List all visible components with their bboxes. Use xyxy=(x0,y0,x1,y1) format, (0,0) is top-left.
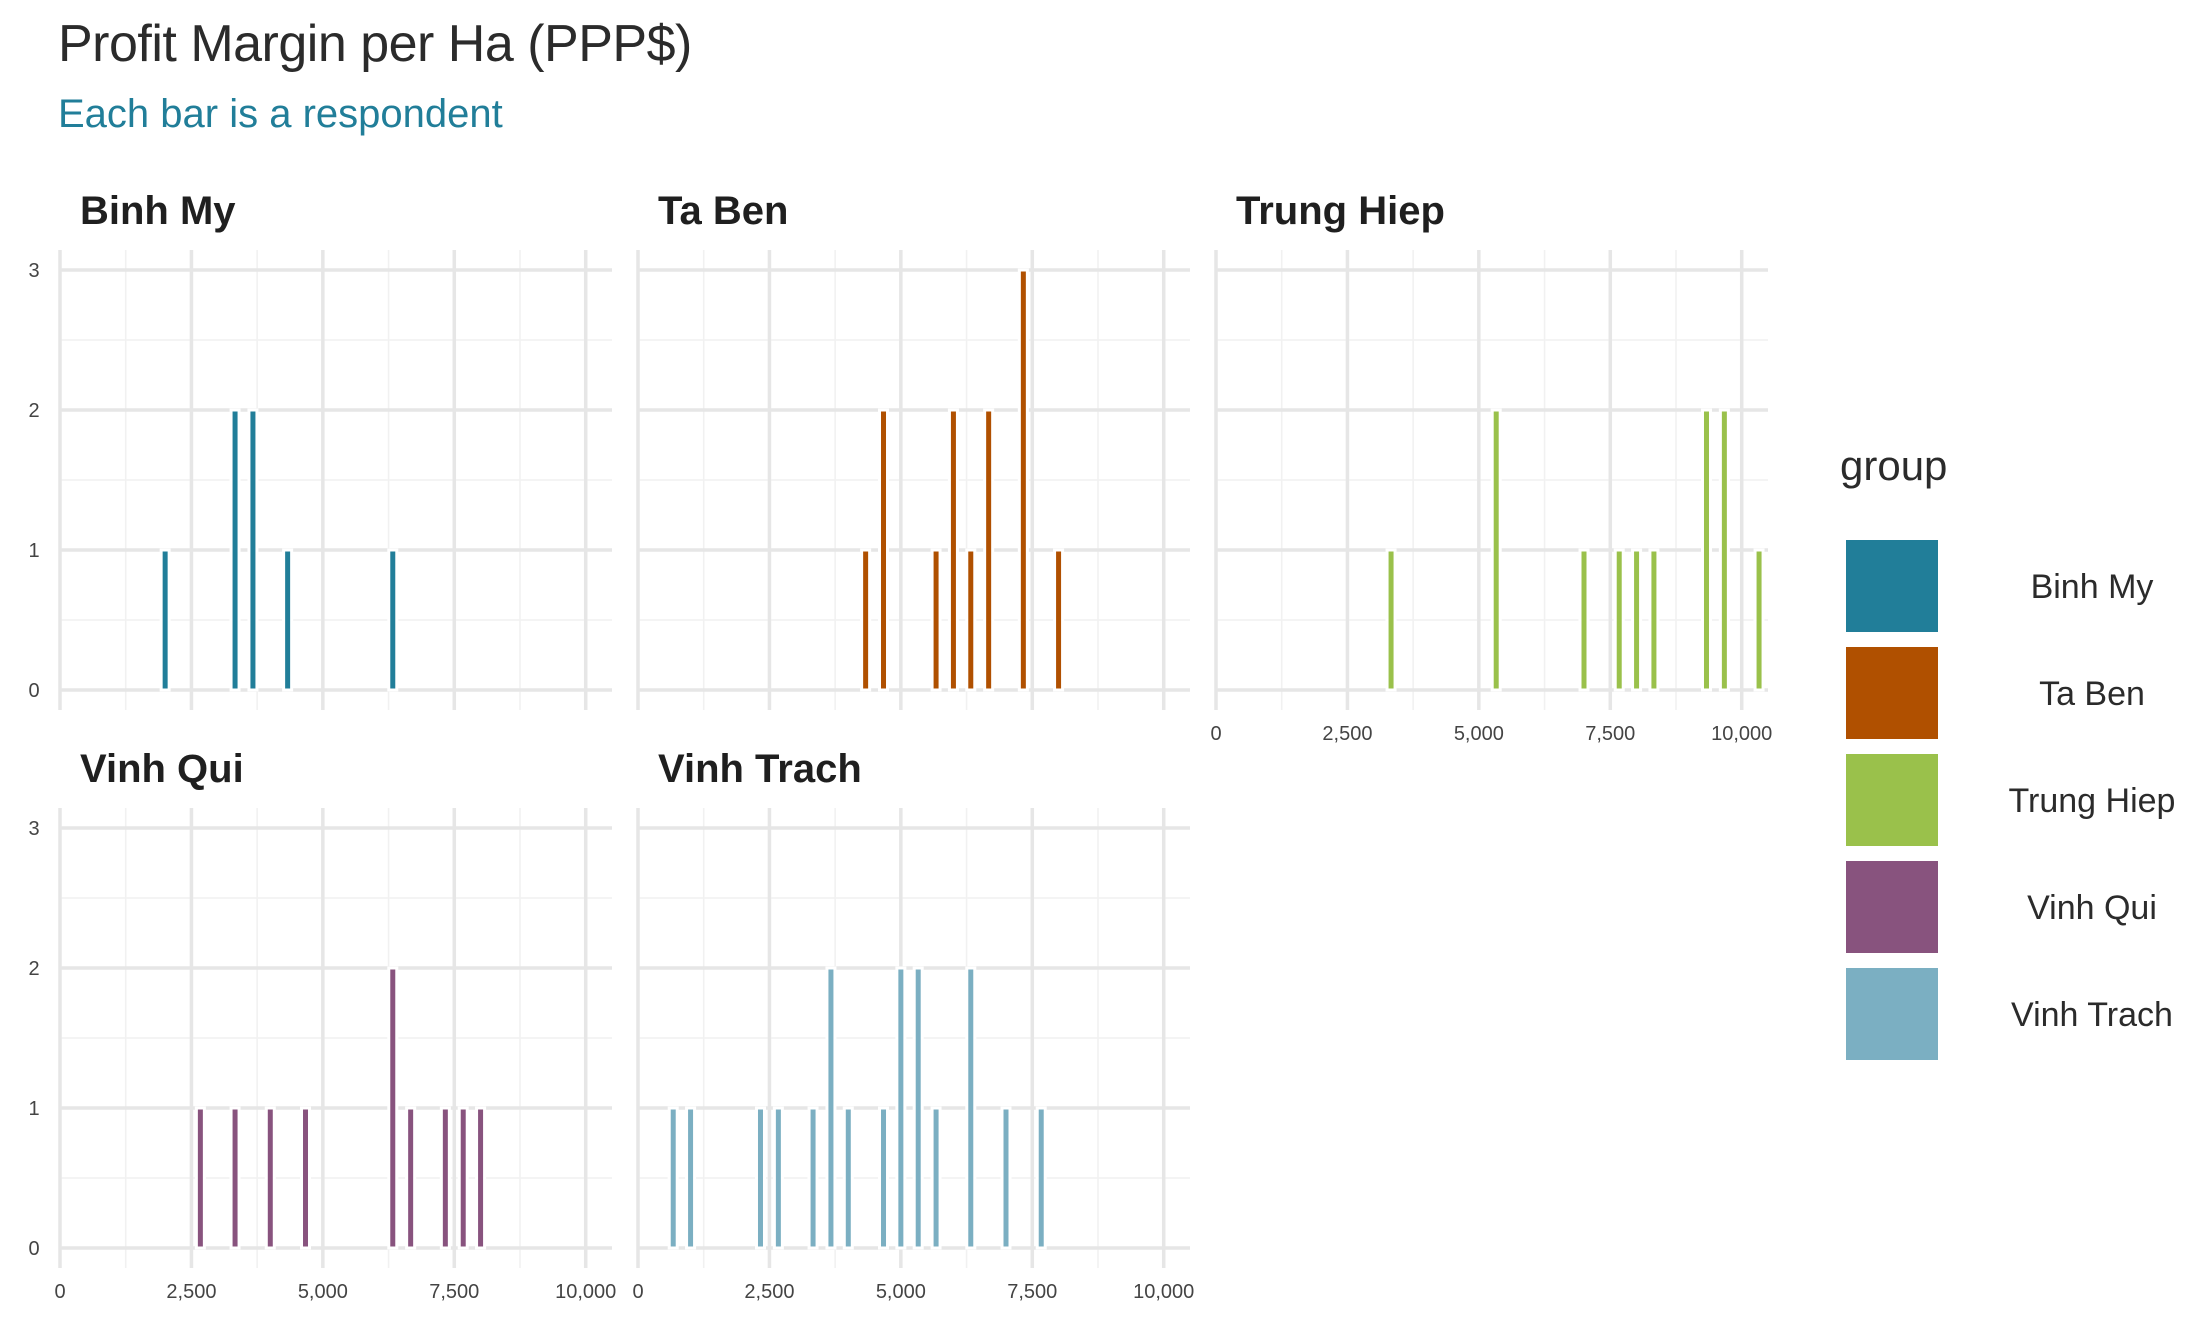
legend-title: group xyxy=(1840,442,1947,489)
bar-vinh-qui xyxy=(387,966,399,1250)
legend: group Binh My Ta Ben Trung Hiep Vinh Qui Vinh… xyxy=(1840,442,2175,1060)
x-tick-label: 5,000 xyxy=(876,1281,926,1303)
x-tick-label: 7,500 xyxy=(1007,1281,1057,1303)
legend-label-ta-ben: Ta Ben xyxy=(2039,675,2145,713)
bar-binh-my xyxy=(159,548,171,692)
bar-trung-hiep xyxy=(1753,548,1765,692)
x-tick-label: 5,000 xyxy=(298,1281,348,1303)
x-tick-label: 10,000 xyxy=(1711,723,1772,745)
bar-trung-hiep xyxy=(1613,548,1625,692)
bar-trung-hiep xyxy=(1700,408,1712,692)
bar-vinh-trach xyxy=(912,966,924,1250)
bar-vinh-trach xyxy=(667,1106,679,1250)
y-tick-label: 1 xyxy=(28,1098,39,1120)
y-tick-label: 2 xyxy=(28,400,39,422)
bar-ta-ben xyxy=(930,548,942,692)
facet-label-vinh-qui: Vinh Qui xyxy=(80,747,244,791)
x-tick-label: 5,000 xyxy=(1454,723,1504,745)
y-tick-label: 3 xyxy=(28,260,39,282)
bar-vinh-qui xyxy=(194,1106,206,1250)
bar-ta-ben xyxy=(878,408,890,692)
bar-ta-ben xyxy=(860,548,872,692)
bar-trung-hiep xyxy=(1490,408,1502,692)
bar-binh-my xyxy=(387,548,399,692)
x-tick-label: 2,500 xyxy=(744,1281,794,1303)
y-tick-label: 3 xyxy=(28,818,39,840)
bar-vinh-qui xyxy=(264,1106,276,1250)
x-tick-label: 0 xyxy=(54,1281,65,1303)
y-tick-label: 1 xyxy=(28,540,39,562)
facet-label-trung-hiep: Trung Hiep xyxy=(1236,189,1445,233)
facet-panel-binh-my: Binh My 0 1 2 3 xyxy=(28,189,612,710)
bar-binh-my xyxy=(247,408,259,692)
chart-subtitle: Each bar is a respondent xyxy=(58,92,503,136)
bar-vinh-trach xyxy=(1035,1106,1047,1250)
bar-vinh-trach xyxy=(807,1106,819,1250)
facet-panel-ta-ben: Ta Ben xyxy=(636,189,1190,710)
legend-label-vinh-qui: Vinh Qui xyxy=(2027,889,2157,927)
bar-binh-my xyxy=(229,408,241,692)
bar-ta-ben xyxy=(947,408,959,692)
bar-vinh-trach xyxy=(825,966,837,1250)
facet-label-binh-my: Binh My xyxy=(80,189,236,233)
bar-trung-hiep xyxy=(1385,548,1397,692)
facet-panel-vinh-trach: Vinh Trach 0 2,500 5,000 7,500 10,000 xyxy=(632,747,1194,1303)
legend-swatch-trung-hiep xyxy=(1846,754,1938,846)
legend-swatch-vinh-qui xyxy=(1846,861,1938,953)
y-tick-label: 0 xyxy=(28,680,39,702)
x-tick-label: 0 xyxy=(632,1281,643,1303)
legend-label-binh-my: Binh My xyxy=(2031,568,2154,606)
x-tick-label: 10,000 xyxy=(555,1281,616,1303)
bar-ta-ben xyxy=(983,408,995,692)
bar-trung-hiep xyxy=(1578,548,1590,692)
x-tick-label: 10,000 xyxy=(1133,1281,1194,1303)
bar-ta-ben xyxy=(965,548,977,692)
bar-vinh-trach xyxy=(878,1106,890,1250)
bar-vinh-qui xyxy=(405,1106,417,1250)
chart-title: Profit Margin per Ha (PPP$) xyxy=(58,15,692,73)
y-tick-label: 0 xyxy=(28,1238,39,1260)
x-tick-label: 2,500 xyxy=(166,1281,216,1303)
bar-trung-hiep xyxy=(1718,408,1730,692)
x-tick-label: 0 xyxy=(1210,723,1221,745)
x-tick-label: 7,500 xyxy=(429,1281,479,1303)
legend-swatch-binh-my xyxy=(1846,540,1938,632)
bar-vinh-qui xyxy=(439,1106,451,1250)
bar-trung-hiep xyxy=(1631,548,1643,692)
bar-vinh-qui xyxy=(300,1106,312,1250)
bar-vinh-trach xyxy=(754,1106,766,1250)
x-tick-label: 2,500 xyxy=(1322,723,1372,745)
facet-label-ta-ben: Ta Ben xyxy=(658,189,788,233)
bar-vinh-trach xyxy=(930,1106,942,1250)
bar-vinh-qui xyxy=(457,1106,469,1250)
bar-trung-hiep xyxy=(1648,548,1660,692)
bar-ta-ben xyxy=(1053,548,1065,692)
bar-vinh-trach xyxy=(685,1106,697,1250)
legend-label-vinh-trach: Vinh Trach xyxy=(2011,996,2173,1034)
bar-binh-my xyxy=(282,548,294,692)
bar-vinh-trach xyxy=(772,1106,784,1250)
x-tick-label: 7,500 xyxy=(1585,723,1635,745)
bar-vinh-qui xyxy=(475,1106,487,1250)
facet-panel-trung-hiep: Trung Hiep 0 2,500 5,000 7,500 10,000 xyxy=(1210,189,1772,745)
bar-vinh-qui xyxy=(229,1106,241,1250)
bar-vinh-trach xyxy=(895,966,907,1250)
bar-ta-ben xyxy=(1017,268,1029,692)
bar-vinh-trach xyxy=(842,1106,854,1250)
facet-panel-vinh-qui: Vinh Qui 0 1 2 3 0 2,500 5,000 7,500 10,000 xyxy=(28,747,616,1303)
bar-vinh-trach xyxy=(1000,1106,1012,1250)
legend-label-trung-hiep: Trung Hiep xyxy=(2009,782,2176,820)
legend-swatch-vinh-trach xyxy=(1846,968,1938,1060)
bar-vinh-trach xyxy=(965,966,977,1250)
y-tick-label: 2 xyxy=(28,958,39,980)
legend-swatch-ta-ben xyxy=(1846,647,1938,739)
facet-label-vinh-trach: Vinh Trach xyxy=(658,747,862,791)
